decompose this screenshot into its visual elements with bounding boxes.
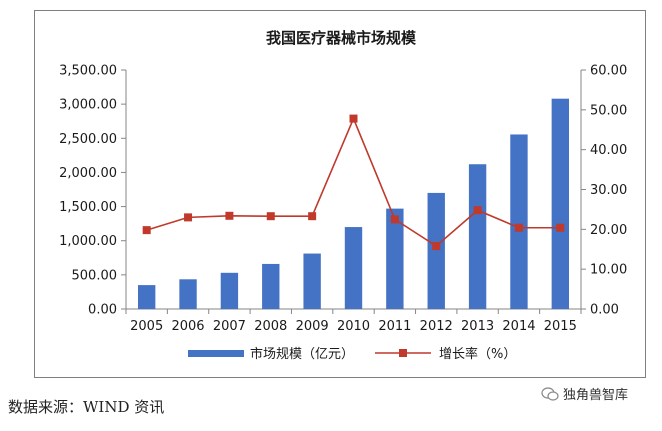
growth-point xyxy=(308,212,317,221)
y-right-tick-label: 0.00 xyxy=(590,303,619,318)
growth-point xyxy=(473,206,482,215)
legend-bar-label: 市场规模（亿元） xyxy=(250,346,354,362)
bar xyxy=(427,192,445,309)
bar xyxy=(179,279,197,309)
chart-title: 我国医疗器械市场规模 xyxy=(266,29,417,47)
bar xyxy=(344,227,363,309)
growth-point xyxy=(514,223,523,232)
x-tick-label: 2011 xyxy=(378,319,411,334)
data-source-note: 数据来源：WIND 资讯 xyxy=(8,398,165,416)
chart-frame: 我国医疗器械市场规模 0.00 500.00 1,000.00 1,500.00 2,0… xyxy=(34,10,646,378)
bar xyxy=(386,208,404,309)
x-tick-label: 2007 xyxy=(213,319,246,334)
bar xyxy=(220,272,239,309)
watermark-text: 独角兽智库 xyxy=(563,388,629,403)
x-tick-label: 2006 xyxy=(171,319,204,334)
y-left-tick-label: 3,000.00 xyxy=(59,98,117,113)
growth-point xyxy=(266,212,275,221)
y-right-tick-label: 20.00 xyxy=(590,223,627,238)
y-left-tick-label: 0.00 xyxy=(88,303,117,318)
chart-svg: 我国医疗器械市场规模 0.00 500.00 1,000.00 1,500.00 2,0… xyxy=(59,29,627,362)
growth-point xyxy=(349,114,358,123)
growth-point xyxy=(142,226,151,235)
legend: 市场规模（亿元） 增长率（%） xyxy=(188,346,516,362)
bar xyxy=(510,134,528,309)
bar xyxy=(303,253,321,309)
x-tick-label: 2012 xyxy=(420,319,453,334)
x-tick-label: 2005 xyxy=(130,319,163,334)
growth-point xyxy=(432,242,441,251)
y-left-tick-label: 2,000.00 xyxy=(59,166,117,181)
plot-area: 0.00 500.00 1,000.00 1,500.00 2,000.00 2,500.… xyxy=(59,64,627,335)
y-right-tick-label: 30.00 xyxy=(590,183,627,198)
watermark: 独角兽智库 xyxy=(541,384,628,403)
y-left-tick-label: 2,500.00 xyxy=(59,132,117,147)
x-tick-label: 2010 xyxy=(337,319,370,334)
x-tick-label: 2014 xyxy=(502,319,535,334)
x-tick-label: 2013 xyxy=(461,319,494,334)
legend-bar-swatch xyxy=(188,350,244,357)
bar xyxy=(137,285,156,309)
y-left-tick-label: 1,500.00 xyxy=(59,200,117,215)
bar xyxy=(468,164,487,309)
bar xyxy=(551,98,570,310)
y-right-tick-label: 10.00 xyxy=(590,263,627,278)
y-left-tick-label: 1,000.00 xyxy=(59,234,117,249)
growth-line xyxy=(146,116,561,248)
growth-point xyxy=(390,215,399,224)
x-tick-label: 2008 xyxy=(254,319,287,334)
y-right-tick-label: 40.00 xyxy=(590,143,627,158)
x-tick-label: 2015 xyxy=(544,319,577,334)
legend-line-label: 增长率（%） xyxy=(439,346,516,362)
wechat-icon xyxy=(541,386,559,401)
y-right-tick-label: 50.00 xyxy=(590,103,627,118)
y-left-tick-label: 3,500.00 xyxy=(59,64,117,79)
growth-point xyxy=(225,211,234,220)
y-left-tick-label: 500.00 xyxy=(72,268,118,283)
growth-point xyxy=(556,223,565,232)
y-right-tick-label: 60.00 xyxy=(590,64,627,79)
bar xyxy=(262,263,280,309)
x-tick-label: 2009 xyxy=(296,319,329,334)
growth-point xyxy=(184,213,193,222)
legend-line-marker xyxy=(399,349,407,357)
